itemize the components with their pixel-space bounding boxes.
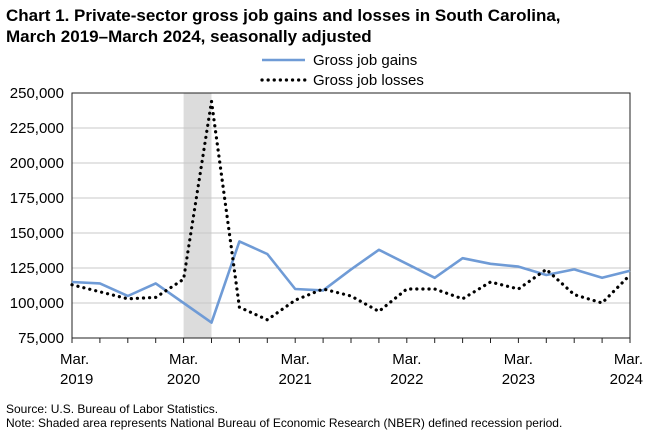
y-tick-label: 125,000 — [10, 260, 64, 277]
y-tick-label: 225,000 — [10, 120, 64, 137]
x-tick-label-month: Mar. — [60, 351, 89, 368]
y-tick-label: 200,000 — [10, 155, 64, 172]
y-tick-label: 150,000 — [10, 225, 64, 242]
x-tick-label-month: Mar. — [281, 351, 310, 368]
chart-title: Chart 1. Private-sector gross job gains … — [6, 5, 656, 47]
y-tick-label: 175,000 — [10, 190, 64, 207]
series-line-gross-job-gains — [71, 240, 631, 324]
plot-frame — [71, 92, 631, 339]
source-note: Source: U.S. Bureau of Labor Statistics. — [6, 402, 219, 416]
x-tick-label-year: 2021 — [279, 371, 312, 388]
chart-title-line1: Chart 1. Private-sector gross job gains … — [6, 6, 561, 25]
x-tick-label-month: Mar. — [614, 351, 643, 368]
x-tick-label-year: 2023 — [502, 371, 535, 388]
legend-label: Gross job losses — [313, 72, 424, 89]
x-tick-label-month: Mar. — [504, 351, 533, 368]
y-tick-label: 250,000 — [10, 85, 64, 102]
x-tick-label-year: 2020 — [167, 371, 200, 388]
x-tick-label-month: Mar. — [169, 351, 198, 368]
recession-shading — [183, 93, 212, 338]
y-tick-label: 75,000 — [18, 330, 64, 347]
x-tick-label-year: 2024 — [610, 371, 643, 388]
series-line-gross-job-losses — [70, 99, 632, 322]
legend-label: Gross job gains — [313, 52, 417, 69]
x-tick-label-year: 2022 — [390, 371, 423, 388]
shading-note: Note: Shaded area represents National Bu… — [6, 416, 563, 430]
chart-title-line2: March 2019–March 2024, seasonally adjust… — [6, 27, 372, 46]
x-tick-label-month: Mar. — [392, 351, 421, 368]
x-tick-label-year: 2019 — [60, 371, 93, 388]
y-tick-label: 100,000 — [10, 295, 64, 312]
